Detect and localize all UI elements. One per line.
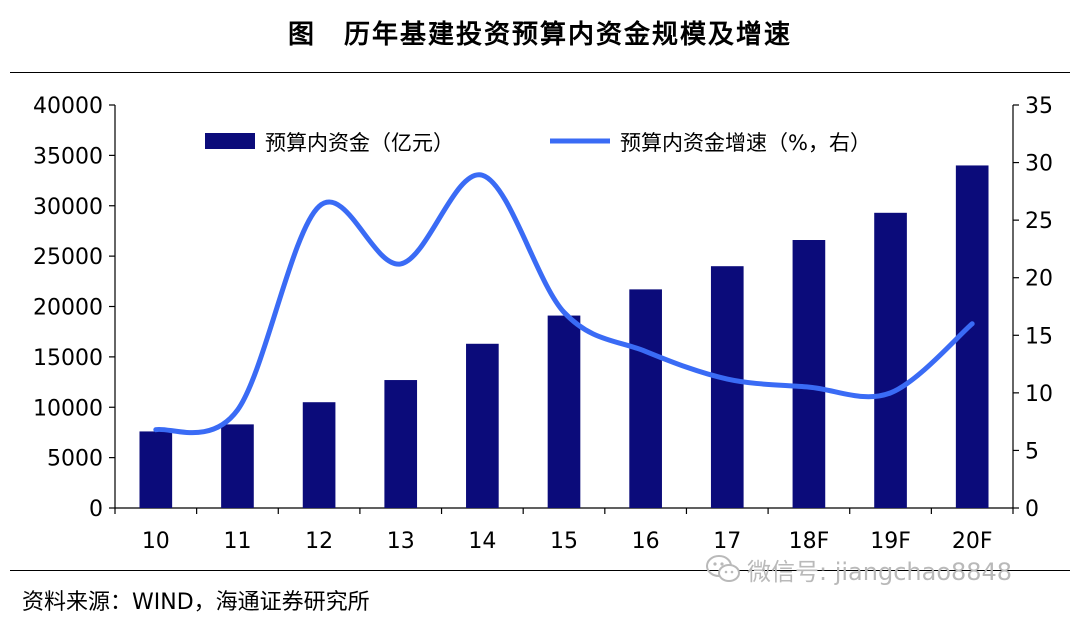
- y-right-tick-label: 5: [1025, 439, 1039, 464]
- x-tick-label: 20F: [952, 529, 993, 554]
- x-tick-label: 13: [387, 529, 415, 554]
- x-tick-label: 18F: [789, 529, 830, 554]
- bar: [547, 315, 581, 508]
- y-left-tick-label: 0: [89, 497, 103, 522]
- y-left-tick-label: 25000: [33, 245, 103, 270]
- legend-label-bar: 预算内资金（亿元）: [265, 131, 454, 155]
- y-right-tick-label: 25: [1025, 209, 1053, 234]
- x-tick-label: 12: [305, 529, 333, 554]
- y-right-tick-label: 0: [1025, 497, 1039, 522]
- growth-line: [153, 172, 975, 436]
- bar: [302, 402, 336, 508]
- y-right-tick-label: 20: [1025, 267, 1053, 292]
- wechat-icon: [706, 555, 740, 582]
- y-right-tick-label: 15: [1025, 324, 1053, 349]
- y-left-tick-label: 40000: [33, 94, 103, 119]
- bar: [221, 424, 254, 508]
- legend-swatch-bar: [205, 133, 255, 149]
- y-left-tick-label: 15000: [33, 346, 103, 371]
- y-left-tick-label: 10000: [33, 396, 103, 421]
- bottom-rule: [10, 570, 1070, 571]
- bar: [710, 266, 744, 508]
- x-tick-label: 14: [468, 529, 496, 554]
- bar: [384, 380, 418, 508]
- x-tick-label: 17: [713, 529, 741, 554]
- y-left-tick-label: 5000: [47, 447, 103, 472]
- bar: [629, 289, 662, 508]
- bar: [874, 212, 907, 509]
- y-left-tick-label: 20000: [33, 296, 103, 321]
- y-left-tick-label: 35000: [33, 144, 103, 169]
- y-left-tick-label: 30000: [33, 195, 103, 220]
- source-note: 资料来源：WIND，海通证券研究所: [22, 590, 370, 615]
- bar: [139, 431, 173, 508]
- y-right-tick-label: 10: [1025, 382, 1053, 407]
- figure-label: 图: [287, 20, 316, 50]
- bar: [792, 240, 826, 508]
- chart-title: 图历年基建投资预算内资金规模及增速: [0, 14, 1080, 51]
- x-tick-label: 16: [632, 529, 660, 554]
- y-right-tick-label: 35: [1025, 94, 1053, 119]
- bar: [466, 343, 499, 508]
- legend-label-line: 预算内资金增速（%，右）: [620, 131, 871, 155]
- x-tick-label: 11: [223, 529, 251, 554]
- x-tick-label: 10: [142, 529, 170, 554]
- title-text: 历年基建投资预算内资金规模及增速: [344, 20, 793, 50]
- x-tick-label: 15: [550, 529, 578, 554]
- y-right-tick-label: 30: [1025, 152, 1053, 177]
- top-rule: [10, 72, 1070, 73]
- watermark-text: 微信号: jiangchao8848: [747, 557, 1013, 586]
- x-tick-label: 19F: [870, 529, 911, 554]
- watermark: 微信号: jiangchao8848: [705, 551, 1012, 587]
